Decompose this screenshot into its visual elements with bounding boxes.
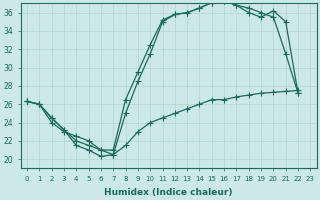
X-axis label: Humidex (Indice chaleur): Humidex (Indice chaleur)	[104, 188, 233, 197]
